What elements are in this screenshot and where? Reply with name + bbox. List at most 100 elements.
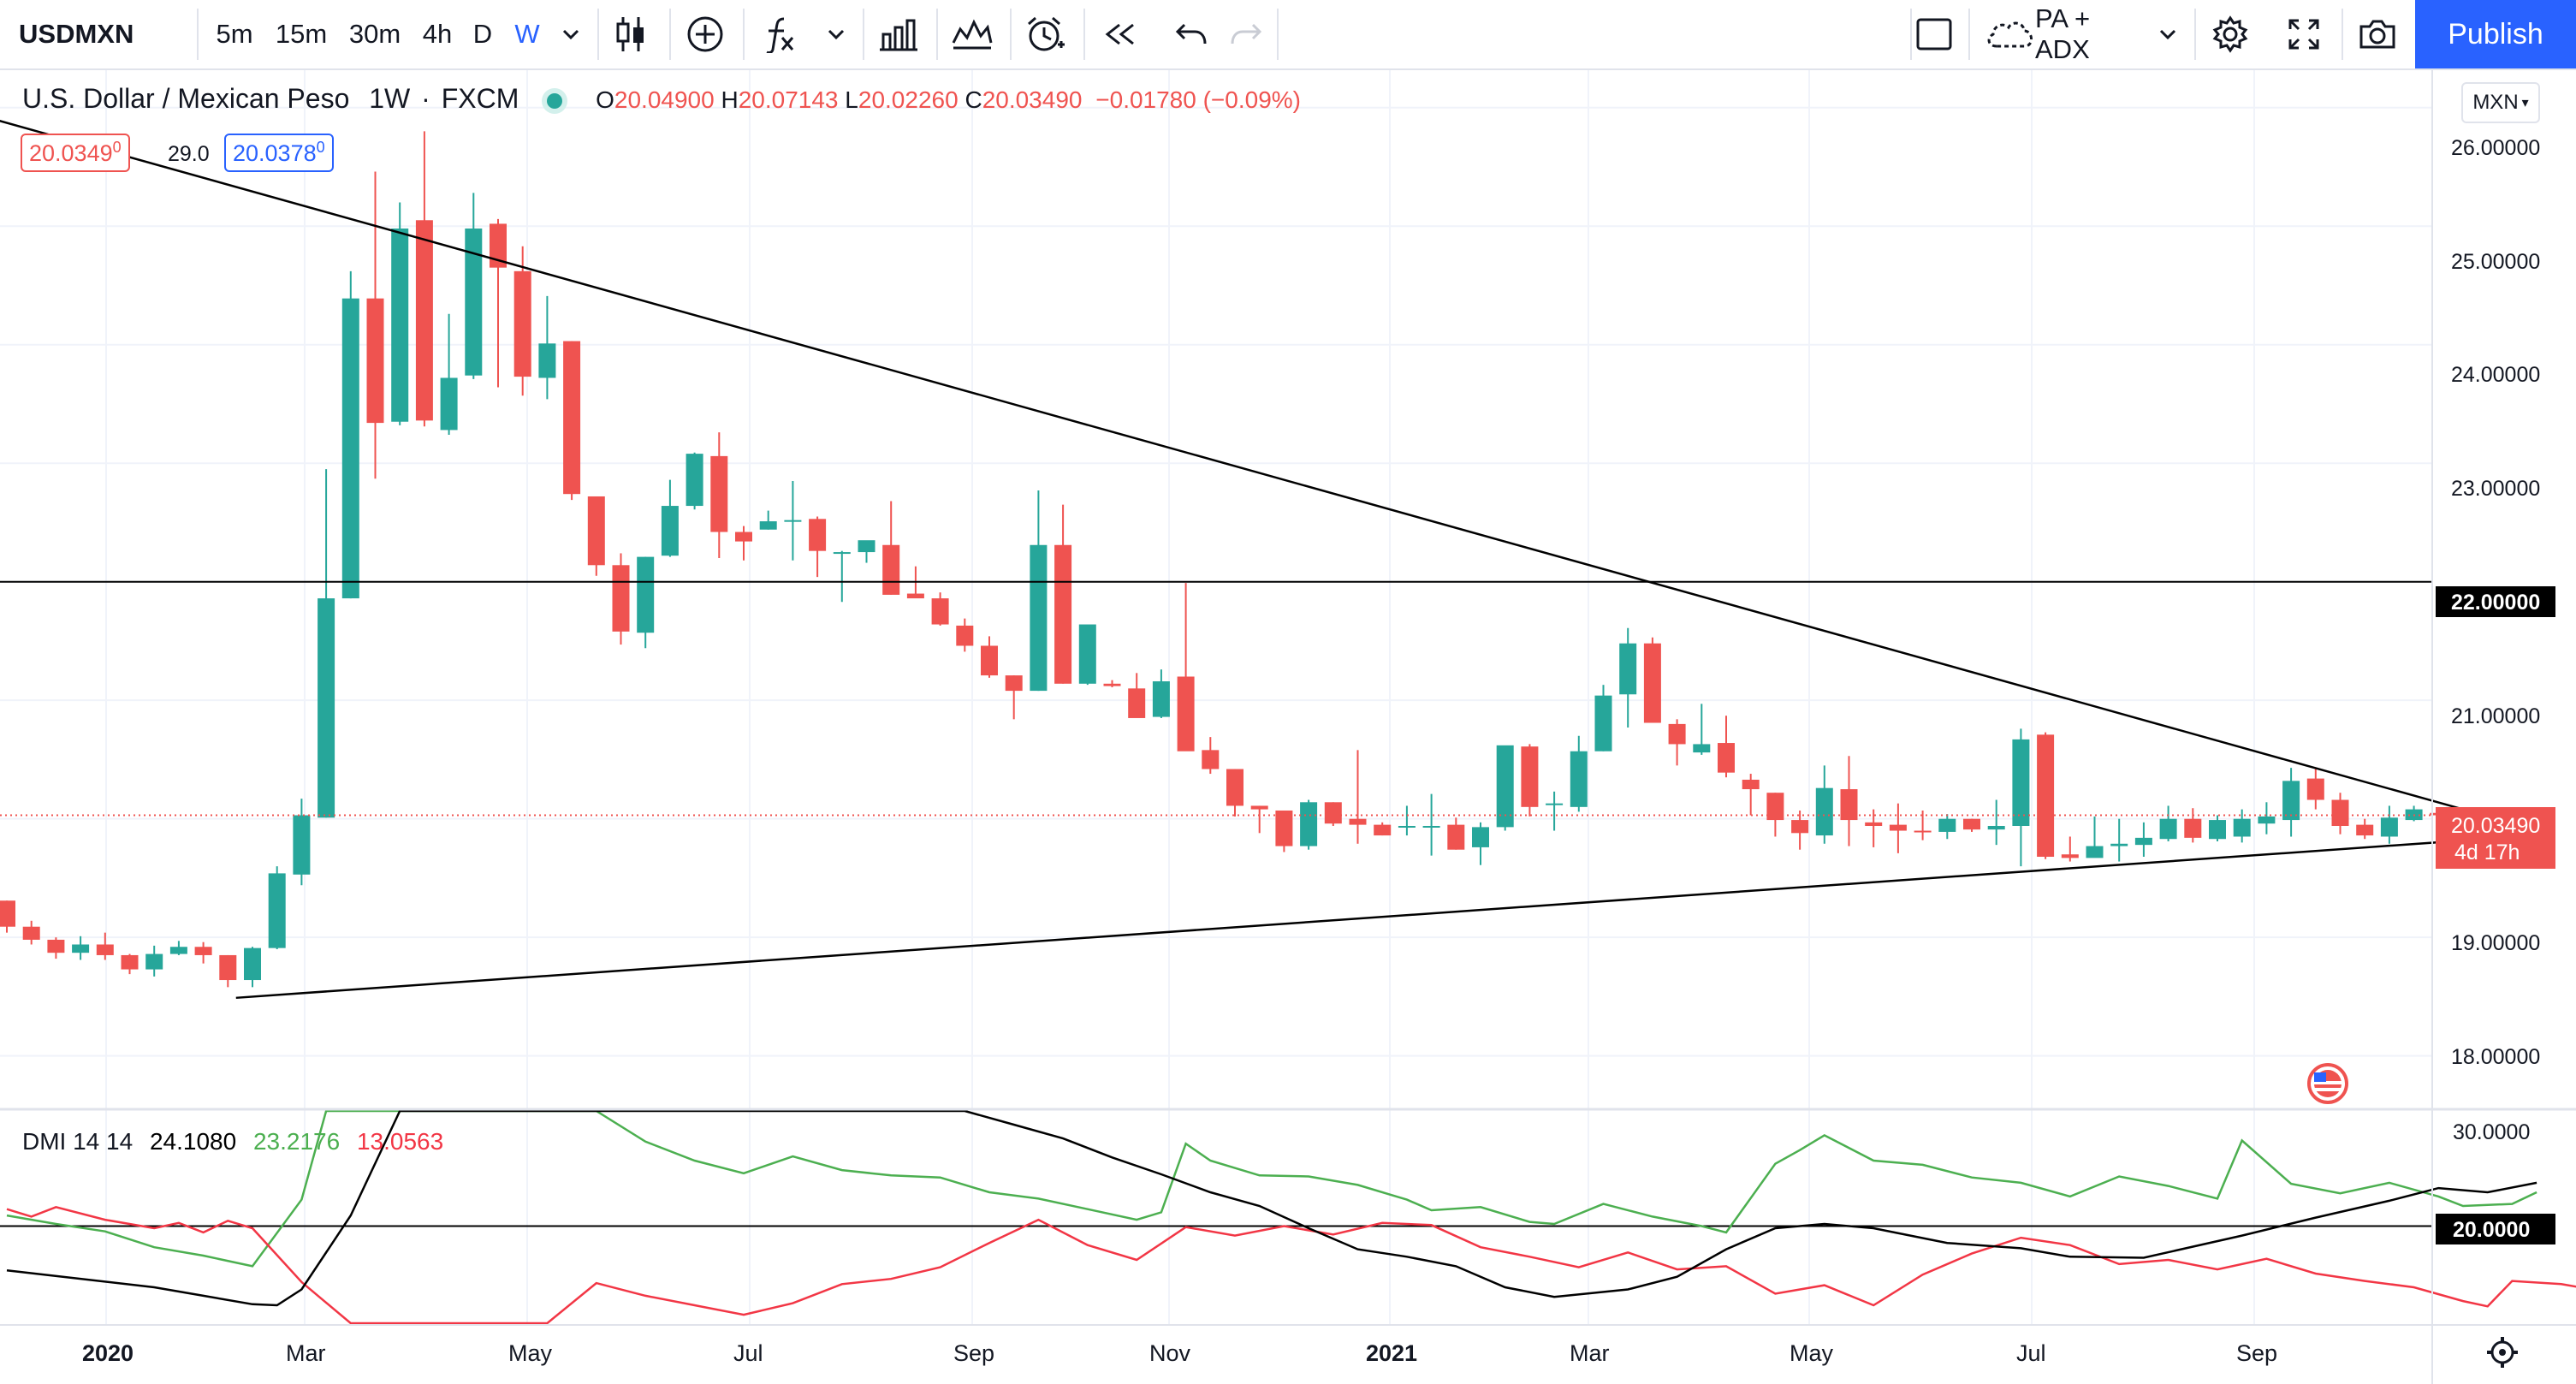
chevron-down-icon[interactable]	[558, 0, 584, 68]
candle[interactable]	[981, 636, 998, 678]
candle[interactable]	[735, 526, 752, 561]
candle[interactable]	[1422, 793, 1440, 856]
candle[interactable]	[0, 900, 15, 933]
candle[interactable]	[1054, 504, 1072, 684]
candle[interactable]	[219, 954, 237, 988]
candle[interactable]	[2086, 816, 2104, 858]
candle[interactable]	[1005, 675, 1023, 720]
candle[interactable]	[1570, 735, 1588, 812]
candle[interactable]	[440, 313, 458, 435]
candle[interactable]	[1177, 583, 1195, 751]
candle[interactable]	[538, 295, 556, 400]
candle[interactable]	[194, 941, 212, 964]
candle[interactable]	[2012, 728, 2030, 867]
candle[interactable]	[145, 945, 163, 977]
candle[interactable]	[1963, 818, 1980, 832]
candle[interactable]	[1374, 822, 1392, 836]
candle[interactable]	[1324, 802, 1342, 826]
candle[interactable]	[1202, 737, 1220, 775]
interval-15m[interactable]: 15m	[275, 19, 328, 49]
time-axis-settings-icon[interactable]	[2487, 1337, 2518, 1368]
candle[interactable]	[1987, 799, 2005, 846]
sell-price-box[interactable]: 20.03490	[21, 134, 130, 172]
candle[interactable]	[391, 202, 409, 425]
undo-icon[interactable]	[1167, 0, 1215, 68]
legend-title[interactable]: U.S. Dollar / Mexican Peso	[22, 83, 350, 114]
candle[interactable]	[2258, 802, 2276, 835]
candle[interactable]	[2233, 809, 2251, 843]
us-economic-event-icon[interactable]	[2307, 1063, 2348, 1104]
candle[interactable]	[341, 270, 359, 599]
chevron-down-icon[interactable]	[823, 0, 849, 68]
candle[interactable]	[121, 953, 139, 975]
candle[interactable]	[809, 516, 827, 578]
candle[interactable]	[1791, 810, 1809, 850]
candle[interactable]	[1594, 685, 1612, 751]
buy-price-box[interactable]: 20.03780	[224, 134, 334, 172]
fullscreen-icon[interactable]	[2280, 0, 2328, 68]
camera-icon[interactable]	[2353, 0, 2401, 68]
candle[interactable]	[465, 193, 483, 379]
candle[interactable]	[931, 592, 949, 626]
candle[interactable]	[1619, 627, 1637, 728]
candle[interactable]	[268, 866, 286, 950]
dmi-pane[interactable]	[0, 1109, 2576, 1325]
candle[interactable]	[1398, 805, 1416, 836]
interval-5m[interactable]: 5m	[216, 19, 253, 49]
time-axis[interactable]: 2020 Mar May Jul Sep Nov 2021 Mar May Ju…	[82, 1340, 2277, 1366]
candle[interactable]	[1078, 624, 1096, 686]
candle[interactable]	[1349, 750, 1367, 844]
candle[interactable]	[2356, 818, 2374, 840]
candle[interactable]	[2061, 836, 2079, 862]
add-compare-icon[interactable]	[681, 0, 729, 68]
candle[interactable]	[858, 540, 875, 563]
candle[interactable]	[1472, 822, 1489, 865]
candle[interactable]	[1668, 719, 1686, 766]
candle[interactable]	[2209, 815, 2226, 841]
alert-icon[interactable]	[1022, 0, 1070, 68]
candle[interactable]	[1152, 669, 1170, 718]
candle[interactable]	[2134, 822, 2152, 858]
candles-icon[interactable]	[609, 0, 652, 68]
interval-4h[interactable]: 4h	[422, 19, 453, 49]
chevron-down-icon[interactable]	[2155, 0, 2181, 68]
trendline-drawing[interactable]	[0, 120, 2553, 835]
candle[interactable]	[318, 469, 335, 818]
symbol-search[interactable]: USDMXN	[19, 19, 134, 49]
templates-icon[interactable]	[948, 0, 996, 68]
financials-icon[interactable]	[875, 0, 923, 68]
candle[interactable]	[1718, 716, 1735, 778]
candle[interactable]	[72, 936, 90, 960]
candle[interactable]	[293, 799, 311, 886]
candle[interactable]	[563, 341, 581, 501]
candle[interactable]	[2110, 818, 2128, 862]
candle[interactable]	[661, 479, 679, 557]
candle[interactable]	[1226, 769, 1243, 817]
candle[interactable]	[1938, 814, 1956, 840]
candle[interactable]	[710, 432, 728, 558]
candle[interactable]	[1840, 756, 1858, 846]
interval-30m[interactable]: 30m	[348, 19, 401, 49]
candle[interactable]	[637, 556, 655, 649]
candle[interactable]	[169, 941, 187, 955]
candle[interactable]	[612, 553, 630, 645]
candle[interactable]	[1766, 793, 1784, 837]
candle[interactable]	[1693, 704, 1711, 755]
candle[interactable]	[1914, 810, 1932, 840]
candle[interactable]	[244, 947, 261, 988]
candle[interactable]	[2159, 805, 2177, 841]
settings-icon[interactable]	[2206, 0, 2254, 68]
candle[interactable]	[96, 932, 114, 960]
candle[interactable]	[2037, 732, 2055, 859]
interval-w[interactable]: W	[514, 19, 540, 49]
candle[interactable]	[1889, 803, 1907, 853]
candle[interactable]	[1250, 805, 1268, 834]
candle[interactable]	[1496, 745, 1514, 831]
candle[interactable]	[2282, 768, 2300, 837]
currency-select[interactable]: MXN ▾	[2461, 82, 2540, 123]
trendline-drawing[interactable]	[235, 833, 2553, 1000]
candle[interactable]	[1300, 799, 1318, 850]
candle[interactable]	[1865, 809, 1883, 847]
drawings[interactable]	[0, 120, 2553, 1000]
